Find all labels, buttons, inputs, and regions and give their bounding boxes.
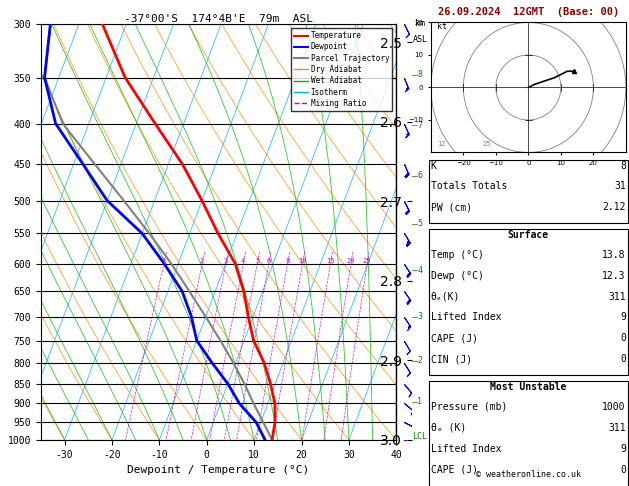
Text: kt: kt <box>437 22 447 31</box>
Text: Totals Totals: Totals Totals <box>431 181 507 191</box>
Text: Most Unstable: Most Unstable <box>490 382 567 392</box>
Text: 5: 5 <box>418 220 422 228</box>
Text: 1000: 1000 <box>603 402 626 412</box>
Text: CAPE (J): CAPE (J) <box>431 465 478 475</box>
Text: 26.09.2024  12GMT  (Base: 00): 26.09.2024 12GMT (Base: 00) <box>438 7 619 17</box>
Text: 15: 15 <box>326 258 335 264</box>
Text: θₑ (K): θₑ (K) <box>431 423 466 433</box>
Text: 311: 311 <box>608 423 626 433</box>
Y-axis label: hPa: hPa <box>0 222 2 242</box>
Text: 8: 8 <box>286 258 289 264</box>
Text: 3: 3 <box>224 258 228 264</box>
Text: 0: 0 <box>620 333 626 344</box>
Text: Pressure (mb): Pressure (mb) <box>431 402 507 412</box>
Text: Lifted Index: Lifted Index <box>431 312 501 323</box>
Text: 7: 7 <box>418 121 422 130</box>
Text: 8: 8 <box>418 70 422 79</box>
Text: 3: 3 <box>418 312 422 321</box>
Text: LCL: LCL <box>413 433 427 441</box>
Text: CAPE (J): CAPE (J) <box>431 333 478 344</box>
Text: 0: 0 <box>620 354 626 364</box>
Text: 12: 12 <box>437 141 446 147</box>
Text: CIN (J): CIN (J) <box>431 354 472 364</box>
Text: 13.8: 13.8 <box>603 250 626 260</box>
Text: Dewp (°C): Dewp (°C) <box>431 271 484 281</box>
Text: 9: 9 <box>620 444 626 454</box>
Text: 4: 4 <box>418 266 422 275</box>
Text: 20: 20 <box>347 258 355 264</box>
Text: 25: 25 <box>483 141 491 147</box>
Text: 8: 8 <box>620 161 626 172</box>
Text: 2: 2 <box>200 258 204 264</box>
Text: 31: 31 <box>614 181 626 191</box>
Text: K: K <box>431 161 437 172</box>
Text: 1: 1 <box>418 397 422 406</box>
Text: 2.12: 2.12 <box>603 202 626 212</box>
Text: 6: 6 <box>267 258 271 264</box>
Text: 10: 10 <box>298 258 307 264</box>
Text: km: km <box>415 19 425 28</box>
Text: θₑ(K): θₑ(K) <box>431 292 460 302</box>
Text: 5: 5 <box>255 258 259 264</box>
Text: 4: 4 <box>241 258 245 264</box>
Text: 311: 311 <box>608 292 626 302</box>
Text: ASL: ASL <box>413 35 427 44</box>
Text: PW (cm): PW (cm) <box>431 202 472 212</box>
Text: 25: 25 <box>363 258 371 264</box>
Text: 2: 2 <box>418 356 422 365</box>
Text: Lifted Index: Lifted Index <box>431 444 501 454</box>
Text: © weatheronline.co.uk: © weatheronline.co.uk <box>476 469 581 479</box>
Text: Surface: Surface <box>508 230 549 240</box>
X-axis label: Dewpoint / Temperature (°C): Dewpoint / Temperature (°C) <box>128 465 309 475</box>
Text: Temp (°C): Temp (°C) <box>431 250 484 260</box>
Text: 0: 0 <box>620 465 626 475</box>
Text: 9: 9 <box>620 312 626 323</box>
Text: 1: 1 <box>162 258 166 264</box>
Text: 12.3: 12.3 <box>603 271 626 281</box>
Text: 6: 6 <box>418 171 422 180</box>
Title: -37°00'S  174°4B'E  79m  ASL: -37°00'S 174°4B'E 79m ASL <box>124 14 313 23</box>
Legend: Temperature, Dewpoint, Parcel Trajectory, Dry Adiabat, Wet Adiabat, Isotherm, Mi: Temperature, Dewpoint, Parcel Trajectory… <box>291 28 392 111</box>
